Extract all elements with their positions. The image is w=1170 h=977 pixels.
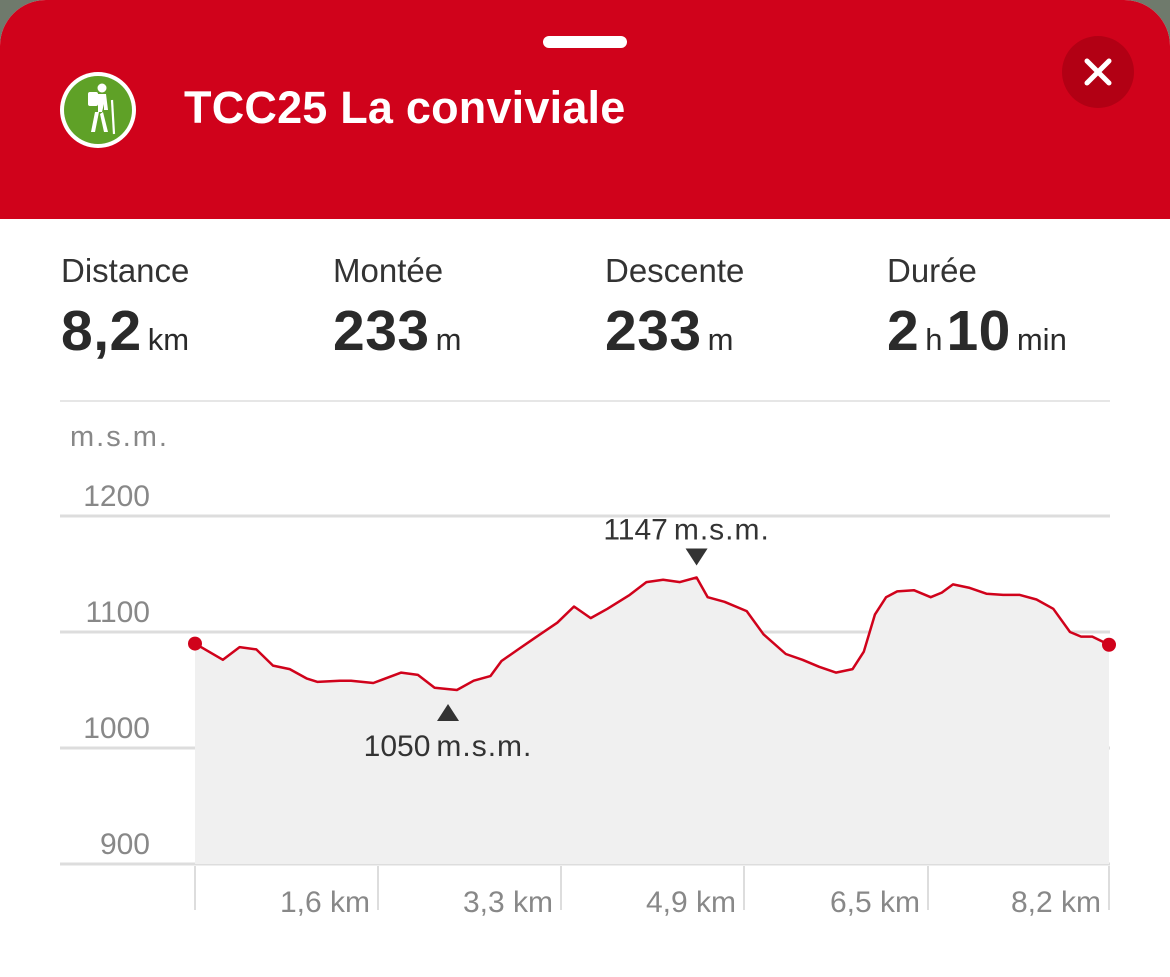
- start-point: [188, 636, 202, 651]
- route-header: TCC25 La conviviale: [0, 0, 1170, 219]
- stat-number: 10: [946, 299, 1011, 363]
- stat-number: 233: [605, 299, 702, 363]
- min-marker: [437, 704, 460, 721]
- x-tick-label: 6,5 km: [830, 886, 920, 919]
- stat-unit: m: [435, 322, 462, 357]
- max-marker: [685, 548, 708, 566]
- stat-ascent: Montée 233 m: [333, 252, 465, 364]
- stat-value: 2 h10 min: [887, 298, 1071, 364]
- drag-handle[interactable]: [543, 36, 627, 48]
- stat-value: 233 m: [333, 298, 465, 364]
- stat-number: 8,2: [61, 299, 142, 363]
- stat-unit: m: [707, 322, 734, 357]
- hiker-icon: [58, 70, 138, 150]
- stat-duration: Durée 2 h10 min: [887, 252, 1071, 364]
- stat-unit: km: [147, 322, 190, 357]
- route-stats: Distance 8,2 km Montée 233 m Descente 233 m…: [0, 219, 1170, 400]
- max-elevation-label: 1147 m.s.m.: [603, 513, 770, 546]
- stat-value: 233 m: [605, 298, 744, 364]
- route-title: TCC25 La conviviale: [184, 82, 626, 133]
- stat-unit: min: [1016, 322, 1067, 357]
- stat-distance: Distance 8,2 km: [61, 252, 193, 364]
- min-elevation-label: 1050 m.s.m.: [364, 730, 533, 763]
- x-tick-label: 3,3 km: [463, 886, 553, 919]
- y-tick-label: 1000: [83, 712, 150, 745]
- elevation-area: [195, 577, 1109, 864]
- elevation-line: [194, 576, 1110, 692]
- stat-unit: h: [925, 322, 943, 357]
- stat-label: Durée: [887, 252, 977, 289]
- stat-label: Distance: [61, 252, 190, 289]
- x-tick-label: 1,6 km: [280, 886, 370, 919]
- close-icon: [1084, 58, 1112, 86]
- y-axis-unit-label: m.s.m.: [70, 421, 169, 453]
- stat-descent: Descente 233 m: [605, 252, 744, 364]
- y-tick-label: 1100: [85, 596, 150, 629]
- stat-number: 2: [887, 299, 920, 363]
- end-point: [1102, 637, 1116, 652]
- y-tick-label: 1200: [83, 480, 150, 513]
- y-tick-label: 900: [100, 828, 150, 861]
- stat-value: 8,2 km: [61, 298, 193, 364]
- close-button[interactable]: [1062, 36, 1134, 108]
- stat-label: Descente: [605, 252, 745, 289]
- stat-number: 233: [333, 299, 430, 363]
- stat-label: Montée: [333, 252, 444, 289]
- x-tick-label: 8,2 km: [1011, 886, 1101, 919]
- x-tick-label: 4,9 km: [646, 886, 736, 919]
- divider: [60, 400, 1110, 402]
